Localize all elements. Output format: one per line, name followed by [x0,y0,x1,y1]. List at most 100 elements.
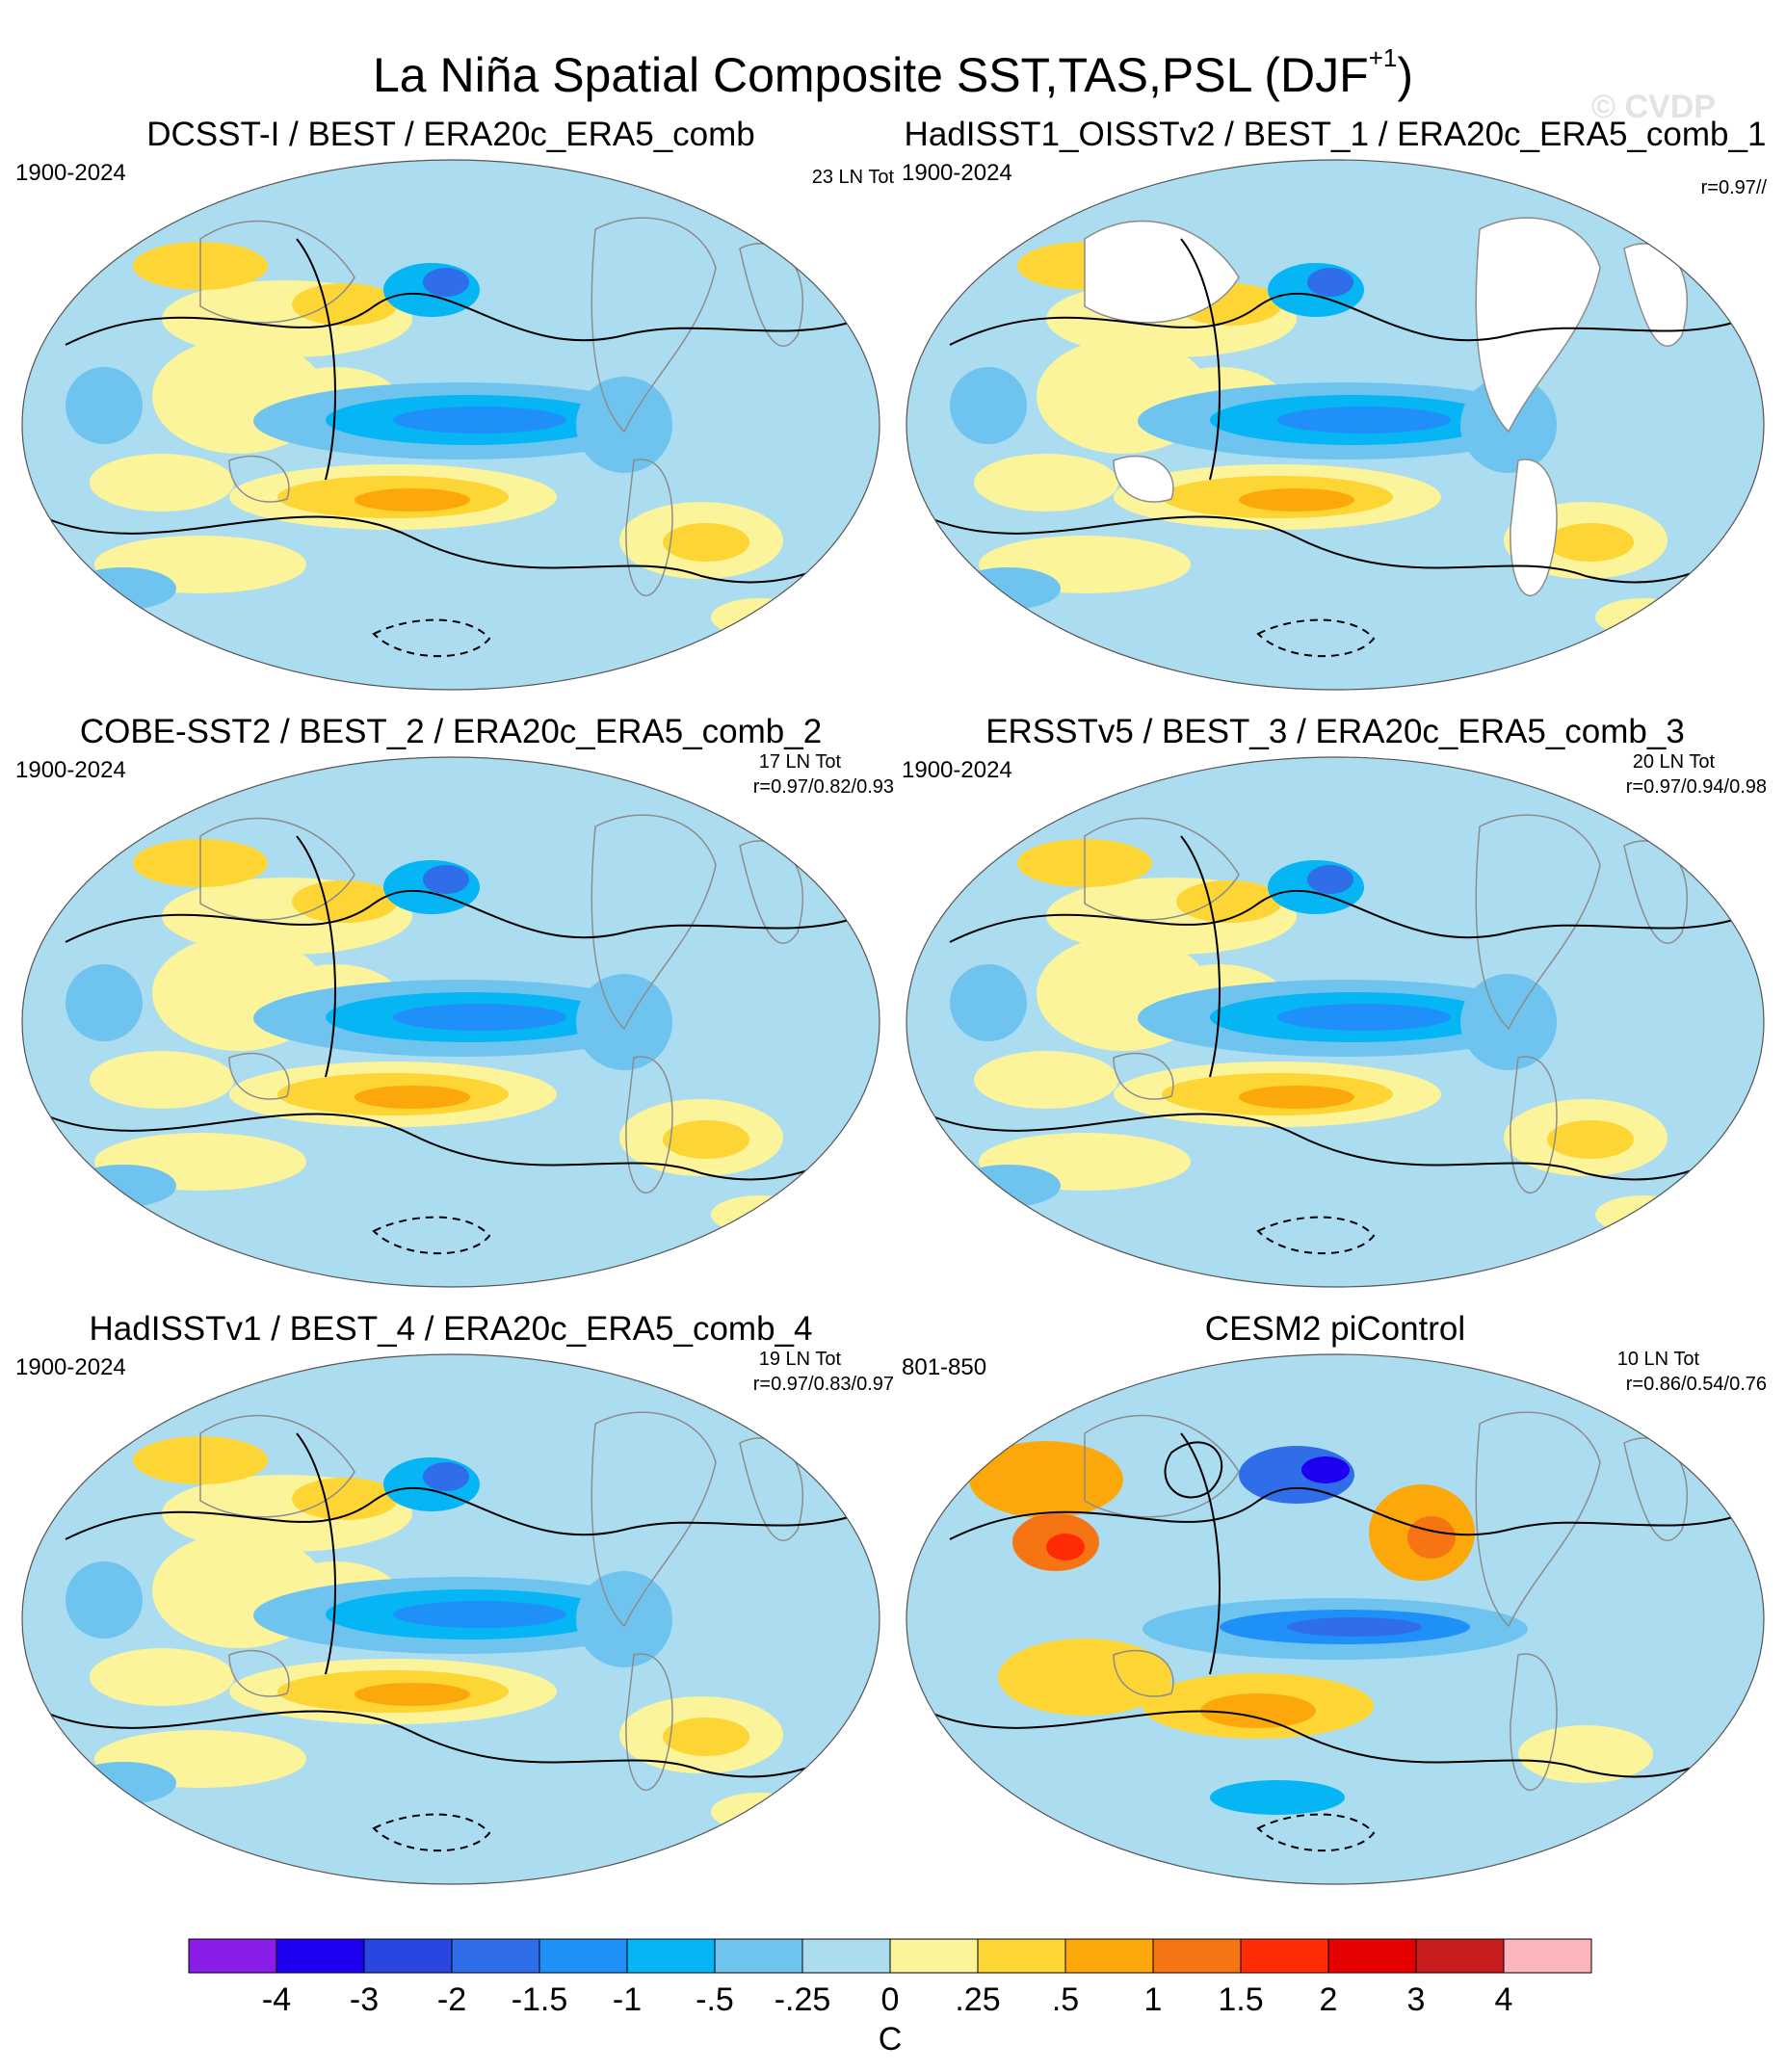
colorbar-swatch-15 [1503,1938,1592,1974]
colorbar-tick-label: -3 [350,1981,379,2018]
colorbar-swatch-4 [538,1938,628,1974]
map-panel-3: COBE-SST2 / BEST_2 / ERA20c_ERA5_comb_2 … [8,711,894,1308]
anomaly-region-4 [1407,1516,1456,1559]
anomaly-region-19 [576,1571,672,1667]
anomaly-region-17 [1307,865,1353,894]
panel-title: DCSST-I / BEST / ERA20c_ERA5_comb [146,116,755,153]
anomaly-region-10 [1547,1120,1634,1159]
colorbar-tick-label: 2 [1320,1981,1338,2018]
anomaly-region-8 [355,1086,470,1109]
slp-contour-3 [1256,618,1376,658]
panel-count: 20 LN Tot [1632,751,1715,773]
colorbar-swatch-0 [188,1938,277,1974]
anomaly-region-17 [423,865,469,894]
map-field [22,1354,880,1884]
anomaly-region-11 [1287,1617,1422,1637]
anomaly-region-2 [292,283,398,326]
anomaly-region-15 [393,407,566,433]
coastline-2 [625,1653,673,1791]
map-field [906,1354,1764,1884]
anomaly-region-12 [1595,598,1692,637]
anomaly-region-8 [355,1683,470,1706]
coastline-1 [591,814,717,1031]
colorbar-tick-label: -2 [437,1981,466,2018]
anomaly-region-18 [70,1762,176,1804]
colorbar-swatch-6 [714,1938,803,1974]
cvdp-watermark: © CVDP [1591,89,1716,125]
map-border [906,1353,1765,1885]
anomaly-region-5 [974,1051,1118,1109]
slp-contour-0 [65,1486,856,1540]
colorbar-tick-label: 3 [1407,1981,1426,2018]
map-panel-4: ERSSTv5 / BEST_3 / ERA20c_ERA5_comb_3 19… [892,711,1778,1308]
colorbar-tick-label: -1 [613,1981,642,2018]
anomaly-region-5 [90,1648,234,1706]
anomaly-region-19 [1460,974,1557,1070]
colorbar-tick-label: -1.5 [512,1981,568,2018]
anomaly-region-15 [393,1601,566,1628]
slp-contour-0 [65,889,856,943]
coastline-0 [199,817,355,921]
panel-years: 1900-2024 [902,160,1012,186]
panel-count: 23 LN Tot [811,167,894,188]
map-panel-2: HadISST1_OISSTv2 / BEST_1 / ERA20c_ERA5_… [892,114,1778,711]
colorbar-unit: C [879,2021,903,2058]
anomaly-region-8 [1239,488,1354,511]
anomaly-region-15 [998,1639,1171,1716]
anomaly-region-0 [969,1441,1123,1518]
coastline-1 [1475,217,1601,433]
anomaly-region-10 [663,1718,749,1756]
slp-contour-2 [296,835,336,1078]
coastline-3 [1113,455,1174,503]
anomaly-region-2 [292,880,398,923]
figure-title-superscript: +1 [1368,43,1398,72]
anomaly-region-20 [66,1561,143,1639]
slp-contour-1 [930,1710,1760,1778]
slp-contour-3 [372,1216,491,1255]
map-border [906,756,1765,1288]
map-border [21,159,880,691]
coastline-2 [1510,459,1558,596]
map-field [22,757,880,1287]
slp-contour-2 [296,1432,336,1675]
panel-correlation: r=0.86/0.54/0.76 [1625,1374,1767,1395]
colorbar-tick-label: -.5 [696,1981,734,2018]
map-field [22,160,880,690]
slp-contour-4 [1164,1441,1223,1499]
colorbar-swatch-10 [1064,1938,1154,1974]
anomaly-region-17 [423,268,469,297]
panel-years: 1900-2024 [15,160,126,186]
panel-title: CESM2 piControl [1204,1310,1466,1348]
panel-correlation: r=0.97/0.94/0.98 [1625,776,1767,798]
coastline-3 [228,455,290,503]
anomaly-region-5 [90,454,234,511]
map-panel-5: HadISSTv1 / BEST_4 / ERA20c_ERA5_comb_4 … [8,1308,894,1905]
panel-years: 1900-2024 [15,1354,126,1380]
map-field [906,757,1764,1287]
anomaly-region-5 [90,1051,234,1109]
anomaly-region-17 [1307,268,1353,297]
colorbar-swatch-12 [1240,1938,1329,1974]
colorbar-swatch-14 [1415,1938,1505,1974]
coastline-2 [1510,1056,1558,1193]
anomaly-region-10 [663,1120,749,1159]
figure-title: La Niña Spatial Composite SST,TAS,PSL (D… [0,29,1786,104]
panel-title: HadISSTv1 / BEST_4 / ERA20c_ERA5_comb_4 [89,1310,813,1348]
slp-contour-1 [45,515,876,584]
coastline-1 [1475,1411,1601,1628]
anomaly-region-10 [663,523,749,562]
anomaly-region-2 [1176,880,1282,923]
coastline-1 [591,217,717,433]
figure-title-close: ) [1397,48,1414,102]
composite-map [21,1353,880,1885]
slp-contour-1 [45,1113,876,1181]
slp-contour-0 [949,889,1741,943]
map-panel-1: DCSST-I / BEST / ERA20c_ERA5_comb 1900-2… [8,114,894,711]
anomaly-region-15 [393,1004,566,1031]
colorbar-swatch-8 [889,1938,979,1974]
slp-contour-2 [1180,238,1221,481]
coastline-0 [199,1414,355,1518]
colorbar-tick-label: 0 [881,1981,900,2018]
panel-count: 10 LN Tot [1616,1349,1699,1370]
anomaly-region-12 [711,1195,807,1234]
